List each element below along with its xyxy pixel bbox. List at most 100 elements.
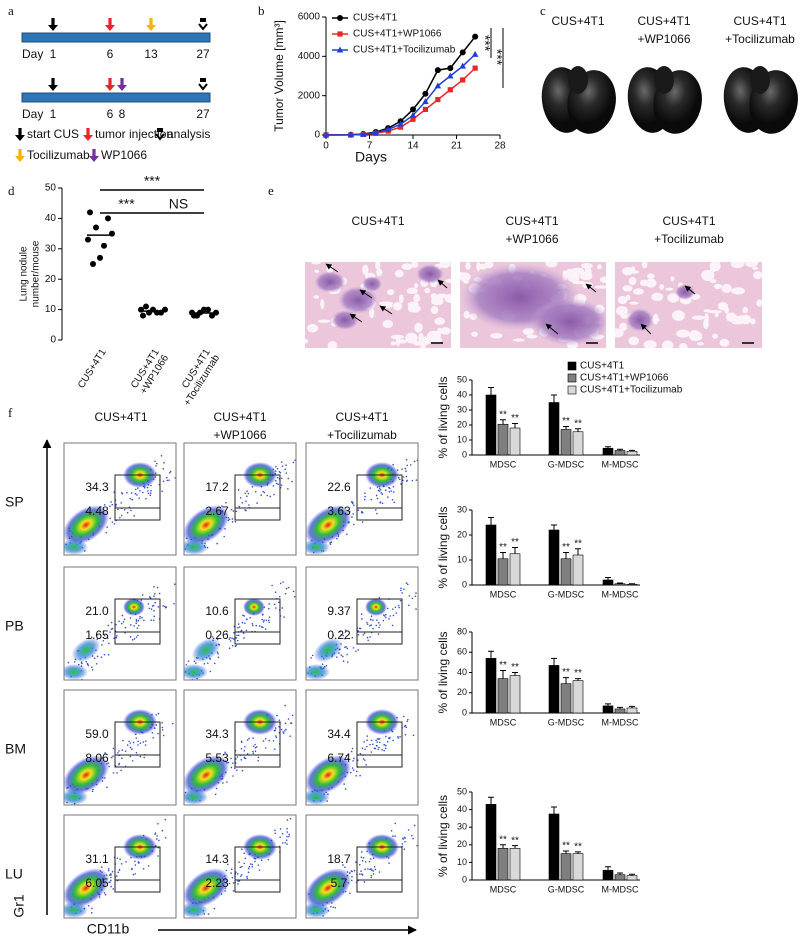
event-dot bbox=[91, 669, 94, 671]
arrow bbox=[15, 156, 25, 162]
flow-plot bbox=[306, 709, 415, 805]
event-dot bbox=[359, 752, 362, 755]
event-dot bbox=[273, 493, 275, 496]
dot bbox=[105, 215, 111, 222]
point bbox=[459, 62, 467, 69]
event-dot bbox=[344, 638, 346, 640]
y-tick-label: 20 bbox=[457, 529, 467, 539]
x-tick-label: 14 bbox=[407, 141, 419, 152]
event-dot bbox=[303, 915, 305, 917]
event-dot bbox=[144, 744, 147, 746]
bar bbox=[626, 583, 638, 586]
event-dot bbox=[392, 491, 395, 493]
event-dot bbox=[344, 866, 346, 869]
gate-percent: 4.48 bbox=[85, 504, 109, 518]
event-dot bbox=[366, 636, 369, 639]
error-bar bbox=[563, 850, 569, 854]
event-dot bbox=[359, 627, 362, 630]
alveolus bbox=[659, 283, 665, 290]
event-dot bbox=[366, 739, 368, 741]
significance: ** bbox=[499, 834, 507, 845]
event-dot bbox=[390, 490, 393, 492]
event-dot bbox=[285, 464, 287, 466]
event-dot bbox=[223, 535, 225, 538]
event-dot bbox=[246, 490, 248, 492]
event-dot bbox=[257, 759, 259, 762]
event-dot bbox=[275, 465, 277, 468]
point bbox=[459, 49, 466, 56]
event-dot bbox=[132, 873, 135, 876]
event-dot bbox=[359, 774, 361, 777]
alveolus bbox=[581, 263, 593, 269]
event-dot bbox=[149, 597, 152, 599]
event-dot bbox=[361, 860, 364, 862]
y-tick-label: 0 bbox=[314, 130, 320, 141]
event-dot bbox=[376, 512, 378, 515]
event-dot bbox=[93, 657, 96, 660]
event-dot bbox=[399, 599, 402, 602]
event-dot bbox=[158, 592, 161, 595]
event-dot bbox=[234, 645, 237, 648]
alveolus bbox=[545, 262, 558, 268]
event-dot bbox=[280, 484, 283, 486]
event-dot bbox=[131, 498, 133, 501]
alveolus bbox=[376, 268, 383, 277]
gate bbox=[356, 631, 403, 645]
event-dot bbox=[252, 745, 255, 748]
y-axis-label: % of living cells bbox=[436, 631, 450, 713]
event-dot bbox=[285, 728, 287, 731]
event-dot bbox=[161, 490, 163, 492]
event-dot bbox=[363, 741, 366, 743]
x-tick-label: G-MDSC bbox=[548, 589, 585, 599]
event-dot bbox=[369, 743, 371, 746]
event-dot bbox=[352, 760, 354, 762]
alveolus bbox=[724, 306, 729, 314]
event-dot bbox=[246, 753, 249, 755]
event-dot bbox=[344, 646, 346, 649]
alveolus bbox=[662, 340, 674, 348]
alveolus bbox=[647, 273, 655, 280]
point bbox=[472, 65, 478, 71]
event-dot bbox=[325, 664, 328, 667]
event-dot bbox=[416, 844, 418, 847]
event-dot bbox=[152, 619, 155, 622]
event-dot bbox=[150, 490, 152, 492]
event-dot bbox=[391, 498, 394, 501]
event-dot bbox=[344, 629, 347, 631]
event-dot bbox=[162, 605, 164, 607]
event-dot bbox=[411, 479, 414, 482]
bar bbox=[509, 427, 521, 456]
event-dot bbox=[110, 879, 112, 882]
event-dot bbox=[285, 839, 288, 841]
event-dot bbox=[237, 880, 239, 883]
event-dot bbox=[232, 775, 234, 777]
event-dot bbox=[138, 497, 140, 499]
gate-percent: 5.7 bbox=[331, 876, 348, 890]
event-dot bbox=[385, 735, 387, 738]
timeline-legend-label: start CUS bbox=[27, 127, 79, 141]
error-bar bbox=[629, 449, 635, 452]
error-bar bbox=[551, 657, 557, 666]
event-dot bbox=[234, 520, 237, 523]
legend-marker bbox=[337, 31, 343, 37]
event-dot bbox=[330, 906, 332, 908]
gate-percent: 31.1 bbox=[85, 852, 109, 866]
event-dot bbox=[246, 875, 248, 878]
flow-x-axis: CD11b bbox=[87, 921, 130, 937]
population bbox=[184, 789, 208, 805]
event-dot bbox=[155, 465, 157, 467]
event-dot bbox=[254, 747, 257, 749]
panel-label: b bbox=[258, 3, 265, 18]
gate-percent: 17.2 bbox=[205, 480, 229, 494]
bar bbox=[485, 524, 497, 586]
event-dot bbox=[278, 595, 281, 598]
y-tick-label: 30 bbox=[457, 404, 467, 414]
event-dot bbox=[214, 793, 217, 796]
error-bar bbox=[512, 423, 518, 428]
event-dot bbox=[421, 840, 423, 842]
alveolus bbox=[430, 293, 437, 300]
event-dot bbox=[378, 746, 380, 749]
event-dot bbox=[370, 858, 372, 860]
scale-bar bbox=[586, 342, 598, 344]
event-dot bbox=[139, 615, 141, 618]
